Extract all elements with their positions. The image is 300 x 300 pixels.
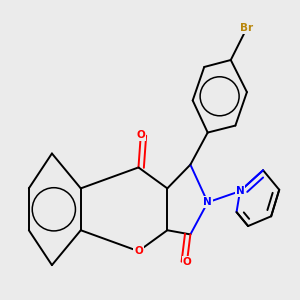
Text: O: O — [134, 246, 143, 256]
Text: O: O — [136, 130, 145, 140]
Text: O: O — [182, 257, 191, 267]
Text: N: N — [203, 197, 212, 207]
Text: Br: Br — [240, 23, 254, 33]
Text: N: N — [236, 186, 244, 196]
